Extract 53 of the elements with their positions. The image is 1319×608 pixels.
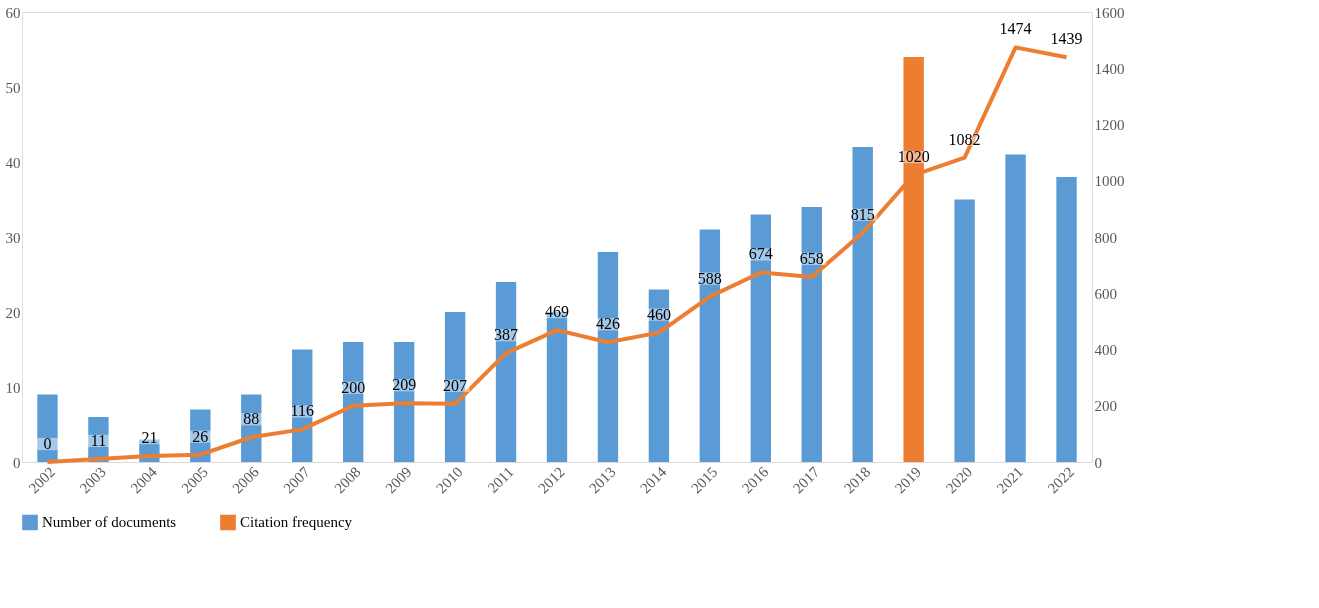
data-label: 21 [141, 429, 158, 447]
bar [1005, 154, 1026, 462]
data-label: 209 [392, 376, 417, 394]
data-label: 658 [799, 249, 824, 267]
y2-tick-label: 800 [1094, 229, 1117, 246]
y2-tick-label: 1000 [1094, 173, 1125, 190]
x-tick-label: 2011 [484, 463, 517, 496]
data-label: 426 [595, 315, 620, 333]
data-label: 1082 [948, 130, 981, 148]
data-label: 674 [748, 245, 773, 263]
data-label: 200 [341, 378, 366, 396]
y-tick-label: 20 [5, 304, 21, 321]
data-label: 1020 [897, 148, 930, 166]
data-label: 460 [646, 305, 671, 323]
bar [750, 214, 771, 462]
bar [852, 147, 873, 462]
data-label: 815 [850, 205, 875, 223]
data-label: 11 [90, 431, 107, 449]
data-label: 0 [43, 435, 52, 452]
bar [1056, 177, 1077, 462]
y-tick-label: 60 [5, 4, 21, 21]
y2-tick-label: 1600 [1094, 4, 1125, 21]
bar [954, 199, 975, 462]
legend-label: Number of documents [42, 514, 177, 531]
y2-tick-label: 1400 [1094, 60, 1125, 77]
data-label: 588 [697, 269, 722, 287]
bar [444, 312, 466, 462]
data-label: 469 [545, 303, 569, 321]
y2-tick-label: 0 [1094, 454, 1102, 471]
bar [37, 394, 58, 462]
data-label: 1474 [999, 20, 1032, 38]
y2-tick-label: 600 [1094, 285, 1117, 302]
y2-tick-label: 200 [1094, 398, 1117, 415]
bar [699, 229, 721, 462]
y-tick-label: 30 [5, 229, 21, 246]
data-label: 207 [443, 376, 468, 394]
bar [648, 289, 670, 462]
y-tick-label: 40 [5, 154, 21, 171]
data-label: 1439 [1050, 30, 1083, 48]
y-tick-label: 50 [5, 79, 21, 96]
y-tick-label: 10 [5, 379, 21, 396]
bar [801, 207, 822, 462]
line-series [45, 45, 1069, 464]
data-label: 26 [192, 427, 209, 445]
bar [495, 282, 517, 462]
y2-tick-label: 400 [1094, 342, 1117, 358]
data-label: 116 [290, 402, 314, 420]
legend-label: Citation frequency [240, 514, 353, 531]
data-label: 88 [243, 410, 260, 428]
data-label: 387 [494, 326, 519, 344]
y2-tick-label: 1200 [1094, 117, 1125, 133]
bar [597, 252, 619, 462]
y-tick-label: 0 [13, 454, 21, 471]
